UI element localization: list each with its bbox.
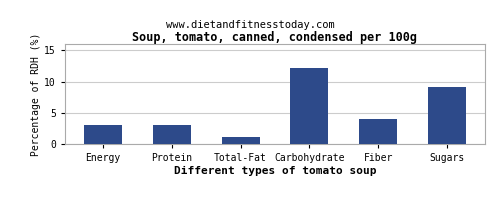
Bar: [153, 125, 190, 144]
Y-axis label: Percentage of RDH (%): Percentage of RDH (%): [32, 32, 42, 156]
Bar: [84, 125, 122, 144]
Bar: [428, 87, 466, 144]
Bar: [222, 136, 260, 144]
Title: Soup, tomato, canned, condensed per 100g: Soup, tomato, canned, condensed per 100g: [132, 31, 418, 44]
Text: www.dietandfitnesstoday.com: www.dietandfitnesstoday.com: [166, 20, 334, 30]
Bar: [290, 68, 329, 144]
X-axis label: Different types of tomato soup: Different types of tomato soup: [174, 166, 376, 176]
Bar: [360, 119, 397, 144]
